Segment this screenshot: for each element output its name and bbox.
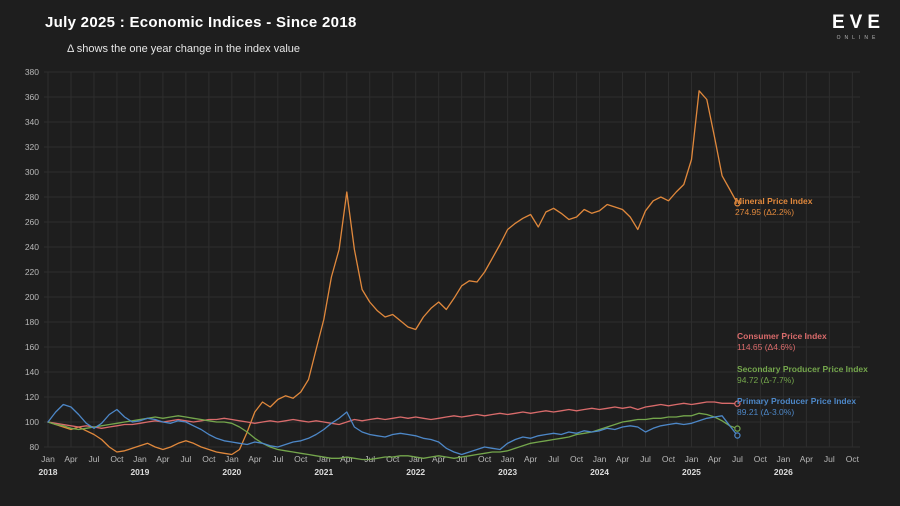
- series-name: Mineral Price Index: [735, 196, 813, 206]
- x-tick-label: Oct: [754, 454, 768, 464]
- x-tick-label: Oct: [202, 454, 216, 464]
- x-tick-label: Jan: [41, 454, 55, 464]
- series-line-0: [47, 90, 739, 456]
- x-tick-label: Jan: [225, 454, 239, 464]
- x-tick-label: Oct: [570, 454, 584, 464]
- x-year-label: 2023: [498, 467, 517, 477]
- y-tick-label: 300: [25, 167, 39, 177]
- x-year-label: 2021: [314, 467, 333, 477]
- y-tick-label: 260: [25, 217, 39, 227]
- series-label-primary-producer-price-index: Primary Producer Price Index 89.21 (Δ-3.…: [737, 396, 856, 418]
- x-tick-label: Oct: [110, 454, 124, 464]
- series-value: 94.72 (Δ-7.7%): [737, 375, 795, 385]
- series-line-3: [47, 403, 739, 456]
- series-endpoint-2: [734, 425, 741, 432]
- x-tick-label: Jul: [548, 454, 559, 464]
- series-endpoint-3: [734, 432, 741, 439]
- series-name: Consumer Price Index: [737, 331, 827, 341]
- y-tick-label: 80: [30, 442, 40, 452]
- x-year-label: 2026: [774, 467, 793, 477]
- x-tick-label: Apr: [156, 454, 169, 464]
- y-tick-label: 240: [25, 242, 39, 252]
- eve-online-logo: EVE ONLINE: [832, 13, 880, 41]
- x-tick-label: Jan: [777, 454, 791, 464]
- x-tick-label: Jan: [685, 454, 699, 464]
- series-endpoint-1: [734, 400, 741, 407]
- x-year-label: 2020: [222, 467, 241, 477]
- y-tick-label: 380: [25, 67, 39, 77]
- x-year-label: 2025: [682, 467, 701, 477]
- x-tick-label: Apr: [708, 454, 721, 464]
- x-tick-label: Apr: [800, 454, 813, 464]
- series-line-2: [47, 412, 739, 461]
- x-tick-label: Oct: [386, 454, 400, 464]
- eve-logo-subtext: ONLINE: [836, 35, 880, 41]
- x-tick-label: Jan: [409, 454, 423, 464]
- x-year-label: 2024: [590, 467, 609, 477]
- x-tick-label: Jul: [640, 454, 651, 464]
- y-tick-label: 320: [25, 142, 39, 152]
- y-tick-label: 220: [25, 267, 39, 277]
- series-endpoint-0: [734, 200, 741, 207]
- series-value: 89.21 (Δ-3.0%): [737, 407, 795, 417]
- y-tick-label: 280: [25, 192, 39, 202]
- x-tick-label: Jan: [501, 454, 515, 464]
- eve-logo-text: EVE: [831, 12, 885, 33]
- x-tick-label: Apr: [432, 454, 445, 464]
- series-value: 274.95 (Δ2.2%): [735, 207, 795, 217]
- y-tick-label: 180: [25, 317, 39, 327]
- x-tick-label: Jan: [317, 454, 331, 464]
- y-tick-label: 360: [25, 92, 39, 102]
- series-name: Secondary Producer Price Index: [737, 364, 868, 374]
- x-tick-label: Jan: [133, 454, 147, 464]
- x-tick-label: Apr: [248, 454, 261, 464]
- x-tick-label: Apr: [524, 454, 537, 464]
- y-tick-label: 120: [25, 392, 39, 402]
- x-tick-label: Jul: [456, 454, 467, 464]
- x-tick-label: Jul: [180, 454, 191, 464]
- x-tick-label: Jul: [89, 454, 100, 464]
- x-year-label: 2019: [130, 467, 149, 477]
- series-label-secondary-producer-price-index: Secondary Producer Price Index 94.72 (Δ-…: [737, 364, 868, 386]
- page-title: July 2025 : Economic Indices - Since 201…: [45, 14, 357, 31]
- y-tick-label: 160: [25, 342, 39, 352]
- x-tick-label: Jul: [732, 454, 743, 464]
- series-label-mineral-price-index: Mineral Price Index 274.95 (Δ2.2%): [735, 196, 812, 218]
- x-tick-label: Apr: [616, 454, 629, 464]
- y-tick-label: 140: [25, 367, 39, 377]
- y-tick-label: 200: [25, 292, 39, 302]
- x-tick-label: Apr: [340, 454, 353, 464]
- series-label-consumer-price-index: Consumer Price Index 114.65 (Δ4.6%): [737, 331, 827, 353]
- x-tick-label: Jul: [272, 454, 283, 464]
- x-tick-label: Apr: [64, 454, 77, 464]
- x-year-label: 2018: [39, 467, 58, 477]
- y-tick-label: 340: [25, 117, 39, 127]
- x-tick-label: Jan: [593, 454, 607, 464]
- x-tick-label: Oct: [846, 454, 860, 464]
- page-subtitle: Δ shows the one year change in the index…: [67, 43, 301, 55]
- y-tick-label: 100: [25, 417, 39, 427]
- series-name: Primary Producer Price Index: [737, 396, 857, 406]
- x-tick-label: Oct: [294, 454, 308, 464]
- series-value: 114.65 (Δ4.6%): [737, 342, 796, 352]
- x-tick-label: Jul: [824, 454, 835, 464]
- x-tick-label: Oct: [478, 454, 492, 464]
- x-year-label: 2022: [406, 467, 425, 477]
- x-tick-label: Oct: [662, 454, 676, 464]
